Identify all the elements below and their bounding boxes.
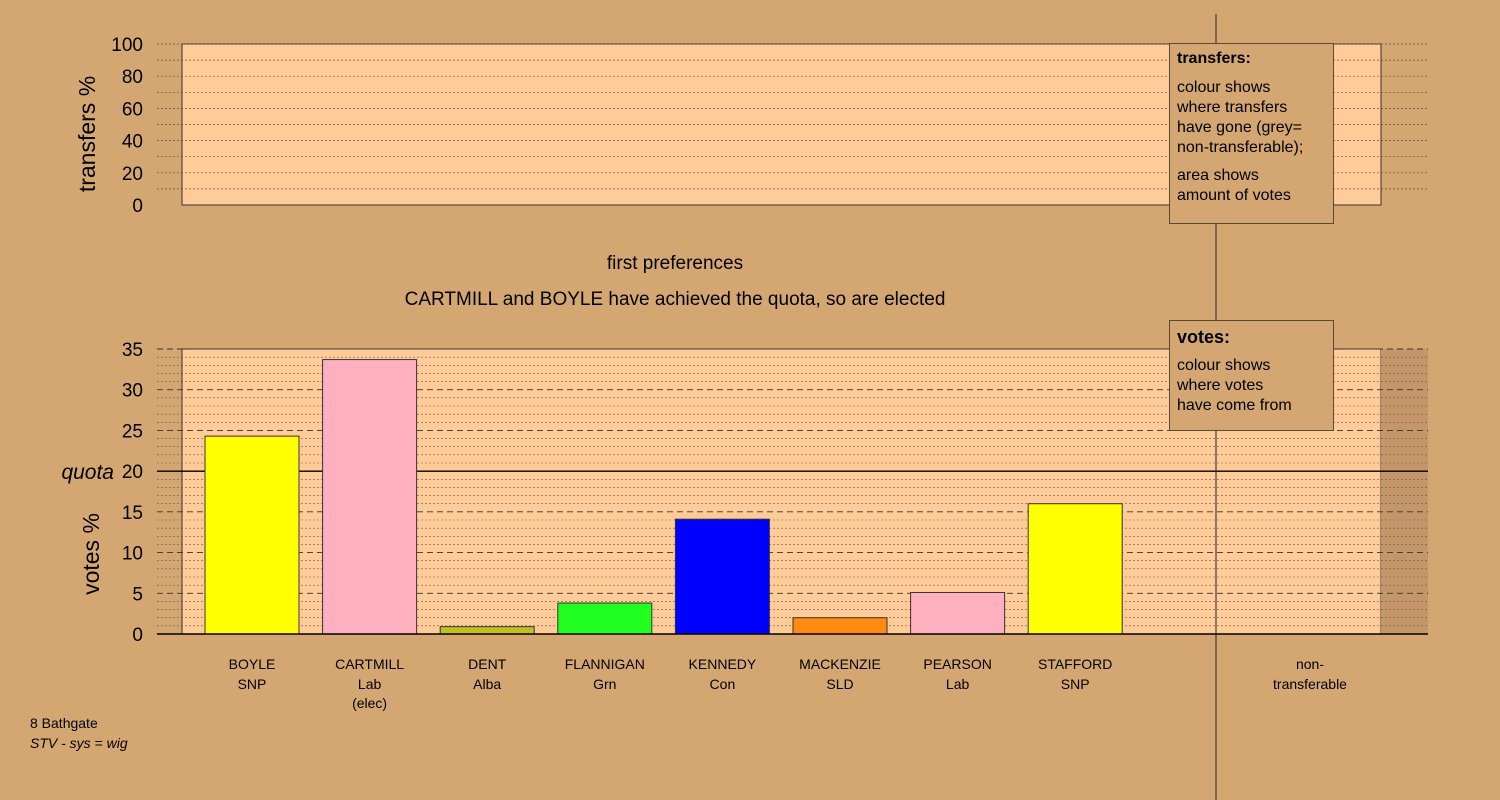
- quota-label: quota: [61, 461, 114, 484]
- votes-y-axis-label: votes %: [78, 513, 104, 595]
- transfers-legend-text: colour shows where transfers have gone (…: [1177, 79, 1304, 156]
- votes-y-tick-label: 10: [122, 544, 143, 565]
- candidate-name-label: CARTMILL: [335, 656, 404, 672]
- candidate-party-label: SNP: [1061, 676, 1090, 692]
- transfers-y-tick-label: 80: [122, 67, 143, 88]
- candidate-name-label: BOYLE: [229, 656, 276, 672]
- candidate-party-label: Lab: [358, 676, 382, 692]
- candidate-name-label: MACKENZIE: [799, 656, 881, 672]
- transfers-y-tick-label: 20: [122, 164, 143, 185]
- votes-legend-title: votes:: [1177, 327, 1231, 347]
- votes-y-tick-label: 30: [122, 381, 143, 402]
- nontransferable-label-line2: transferable: [1273, 676, 1347, 692]
- candidate-party-label: Alba: [473, 676, 501, 692]
- transfers-legend: transfers: colour shows where transfers …: [1169, 43, 1334, 224]
- nontransferable-label: non-: [1296, 656, 1324, 672]
- candidate-party-label: SLD: [826, 676, 853, 692]
- candidate-party-label: Con: [710, 676, 736, 692]
- bar-pearson: [910, 591, 1006, 635]
- system-label: STV - sys = wig: [30, 735, 128, 751]
- candidate-party-label: SNP: [238, 676, 267, 692]
- transfers-legend-area-text: area shows amount of votes: [1177, 167, 1291, 204]
- transfers-y-tick-label: 60: [122, 99, 143, 120]
- votes-y-tick-label: 20: [122, 462, 143, 483]
- candidate-name-label: FLANNIGAN: [565, 656, 645, 672]
- bar-kennedy: [674, 518, 770, 635]
- stage-subtitle: CARTMILL and BOYLE have achieved the quo…: [405, 289, 946, 310]
- transfers-y-tick-label: 100: [111, 35, 143, 56]
- candidate-name-label: STAFFORD: [1038, 656, 1112, 672]
- votes-y-tick-label: 0: [132, 625, 143, 646]
- stage-title: first preferences: [607, 253, 743, 274]
- votes-y-tick-label: 5: [132, 584, 143, 605]
- nontransferable-column-shade: [1381, 349, 1428, 634]
- votes-y-tick-label: 35: [122, 340, 143, 361]
- candidate-name-label: DENT: [468, 656, 507, 672]
- bar-boyle: [204, 435, 300, 635]
- votes-legend: votes: colour shows where votes have com…: [1169, 320, 1334, 431]
- bar-cartmill: [322, 359, 418, 635]
- transfers-y-axis-label: transfers %: [74, 76, 100, 192]
- transfers-y-tick-label: 40: [122, 132, 143, 153]
- candidate-status-label: (elec): [352, 695, 387, 711]
- bar-stafford: [1027, 503, 1123, 635]
- bar-dent: [439, 626, 535, 635]
- transfers-legend-title: transfers:: [1177, 50, 1251, 67]
- votes-y-tick-label: 15: [122, 503, 143, 524]
- candidate-party-label: Lab: [946, 676, 970, 692]
- candidate-name-label: KENNEDY: [689, 656, 757, 672]
- bar-flannigan: [557, 602, 653, 635]
- candidate-name-label: PEARSON: [923, 656, 991, 672]
- votes-legend-text: colour shows where votes have come from: [1177, 357, 1292, 414]
- district-label: 8 Bathgate: [30, 715, 98, 731]
- candidate-party-label: Grn: [593, 676, 616, 692]
- votes-y-tick-label: 25: [122, 421, 143, 442]
- transfers-y-tick-label: 0: [132, 196, 143, 217]
- bar-mackenzie: [792, 617, 888, 635]
